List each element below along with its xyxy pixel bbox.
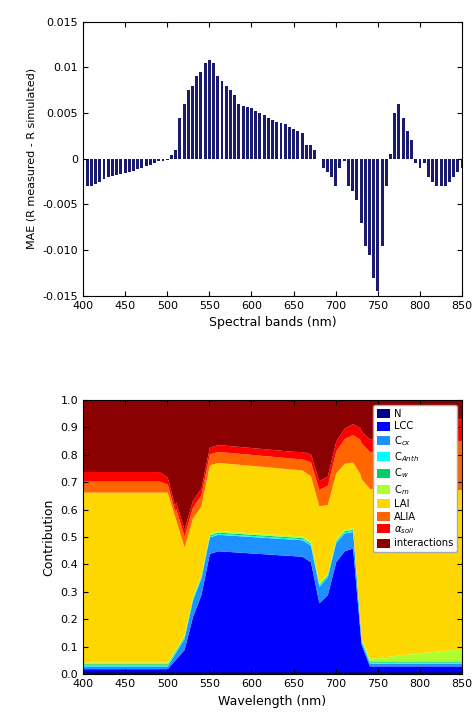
Bar — [204, 63, 207, 159]
Bar — [102, 159, 106, 180]
Bar — [145, 159, 147, 167]
Bar — [401, 118, 405, 159]
Bar — [275, 122, 278, 159]
Bar — [124, 159, 127, 173]
Bar — [444, 159, 447, 186]
Bar — [431, 159, 434, 182]
Bar — [271, 120, 274, 159]
Bar — [410, 141, 413, 159]
Bar — [347, 159, 350, 186]
Bar — [322, 159, 325, 168]
Bar — [309, 145, 312, 159]
Bar — [326, 159, 329, 172]
Bar — [456, 159, 459, 172]
Bar — [343, 159, 346, 162]
Bar — [191, 86, 194, 159]
Bar — [393, 113, 396, 159]
Bar — [86, 159, 89, 186]
Y-axis label: MAE (R measured - R simulated): MAE (R measured - R simulated) — [27, 68, 37, 249]
Bar — [208, 60, 211, 159]
Bar — [398, 104, 401, 159]
Bar — [258, 113, 261, 159]
Bar — [90, 159, 93, 186]
Bar — [195, 76, 198, 159]
X-axis label: Wavelength (nm): Wavelength (nm) — [219, 694, 327, 707]
Bar — [338, 159, 341, 168]
Bar — [448, 159, 451, 182]
Bar — [128, 159, 131, 172]
Bar — [288, 127, 291, 159]
Bar — [115, 159, 118, 175]
Bar — [364, 159, 367, 246]
Bar — [229, 90, 232, 159]
Bar — [406, 131, 409, 159]
Bar — [254, 111, 257, 159]
Bar — [111, 159, 114, 176]
Bar — [284, 124, 287, 159]
Bar — [356, 159, 358, 200]
Bar — [149, 159, 152, 165]
Bar — [330, 159, 333, 177]
Bar — [233, 94, 236, 159]
Bar — [414, 159, 417, 163]
Bar — [334, 159, 337, 186]
Bar — [313, 149, 316, 159]
Bar — [439, 159, 443, 186]
Bar — [216, 76, 219, 159]
Bar — [157, 159, 160, 162]
Bar — [162, 159, 164, 161]
Bar — [98, 159, 101, 182]
Bar — [385, 159, 388, 186]
Bar — [136, 159, 139, 169]
Bar — [376, 159, 379, 291]
Bar — [461, 159, 464, 168]
Bar — [182, 104, 185, 159]
Bar — [119, 159, 122, 174]
X-axis label: Spectral bands (nm): Spectral bands (nm) — [209, 317, 337, 329]
Bar — [178, 118, 182, 159]
Bar — [174, 149, 177, 159]
Bar — [292, 128, 295, 159]
Bar — [372, 159, 375, 278]
Bar — [381, 159, 383, 246]
Bar — [94, 159, 97, 184]
Bar — [153, 159, 156, 163]
Y-axis label: Contribution: Contribution — [42, 498, 55, 576]
Bar — [250, 108, 253, 159]
Bar — [296, 131, 299, 159]
Bar — [360, 159, 363, 223]
Bar — [225, 86, 228, 159]
Bar — [107, 159, 109, 177]
Bar — [82, 159, 84, 186]
Bar — [212, 63, 215, 159]
Bar — [427, 159, 430, 177]
Bar — [368, 159, 371, 255]
Bar — [132, 159, 135, 171]
Bar — [242, 106, 245, 159]
Bar — [140, 159, 144, 168]
Bar — [220, 81, 223, 159]
Bar — [351, 159, 354, 190]
Bar — [263, 115, 265, 159]
Bar — [267, 118, 270, 159]
Bar — [280, 123, 283, 159]
Legend: N, LCC, C$_{cx}$, C$_{Anth}$, C$_w$, C$_m$, LAI, ALIA, $\alpha_{soil}$, interact: N, LCC, C$_{cx}$, C$_{Anth}$, C$_w$, C$_… — [373, 405, 457, 552]
Bar — [301, 133, 303, 159]
Bar — [237, 104, 240, 159]
Bar — [187, 90, 190, 159]
Bar — [419, 159, 421, 168]
Bar — [305, 145, 308, 159]
Bar — [452, 159, 455, 177]
Bar — [246, 107, 249, 159]
Bar — [423, 159, 426, 163]
Bar — [170, 154, 173, 159]
Bar — [200, 72, 202, 159]
Bar — [436, 159, 438, 186]
Bar — [389, 154, 392, 159]
